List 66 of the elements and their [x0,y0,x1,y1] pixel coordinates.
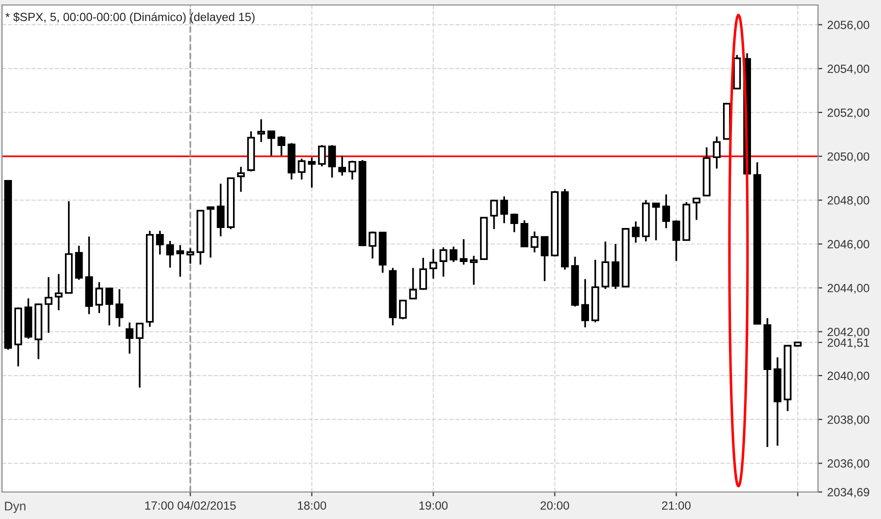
candlestick [399,299,407,320]
candlestick [267,130,276,156]
y-tick-label: 2048,00 [828,196,870,206]
candlestick [440,246,448,278]
candlestick [652,202,660,242]
y-tick-label: 2041,51 [828,338,870,348]
candlestick [540,236,549,282]
candlestick [278,135,286,156]
candlestick [237,166,245,193]
candlestick [328,144,336,178]
y-tick-label: 2054,00 [828,64,870,74]
x-tick-label: 17:00 04/02/2015 [145,501,236,510]
y-tick-label: 2050,00 [828,152,870,162]
candlestick [216,182,225,238]
candlestick [520,219,528,248]
candlestick [348,160,356,180]
candlestick [186,248,194,265]
candlestick [95,281,104,314]
candlestick [308,156,316,188]
text: * $SPX, 5, 00:00-00:00 (Dinámico) (delayed 15) [5,12,255,24]
candlestick [581,278,590,328]
candlestick [105,288,114,326]
candlestick [632,220,640,244]
candlestick [662,194,670,230]
candlestick [692,198,700,221]
candlestick [368,230,376,260]
candlestick [136,322,144,388]
text: Dyn [5,502,26,513]
candlestick [338,154,346,176]
candlestick [409,267,417,300]
candlestick [54,273,63,312]
y-tick-label: 2042,00 [828,328,870,338]
candlestick [176,244,184,278]
candlestick [530,230,538,254]
y-tick-label: 2056,00 [828,20,870,31]
candlestick [429,248,438,280]
candlestick [500,196,508,224]
candlestick [116,288,124,328]
y-tick-label: 2044,00 [828,284,870,294]
x-tick-label: 19:00 [419,501,448,510]
candlestick [490,200,498,230]
y-tick-label: 2046,00 [828,240,870,250]
y-tick-label: 2040,00 [828,372,870,382]
candlestick [460,238,468,266]
candlestick [156,230,164,256]
candlestick [126,322,134,354]
candlestick [450,246,458,263]
y-tick-label: 2036,00 [828,459,870,470]
candlestick [298,158,306,180]
y-tick-label: 2034,69 [828,488,870,498]
candlestick [672,219,680,262]
candlestick [470,255,478,286]
candlestick [166,240,174,269]
x-tick-label: 20:00 [540,501,570,510]
candlestick [257,118,266,143]
x-tick-label: 21:00 [662,501,691,510]
candlestick [44,276,52,334]
x-tick-label: 18:00 [298,501,326,510]
y-tick-label: 2038,00 [828,415,870,426]
candlestick [712,136,721,170]
candlestick [612,243,620,290]
candlestick [206,206,214,258]
y-tick-label: 2052,00 [828,108,870,118]
candlestick [419,256,428,291]
candlestick [318,144,326,168]
candlestick [510,212,518,233]
